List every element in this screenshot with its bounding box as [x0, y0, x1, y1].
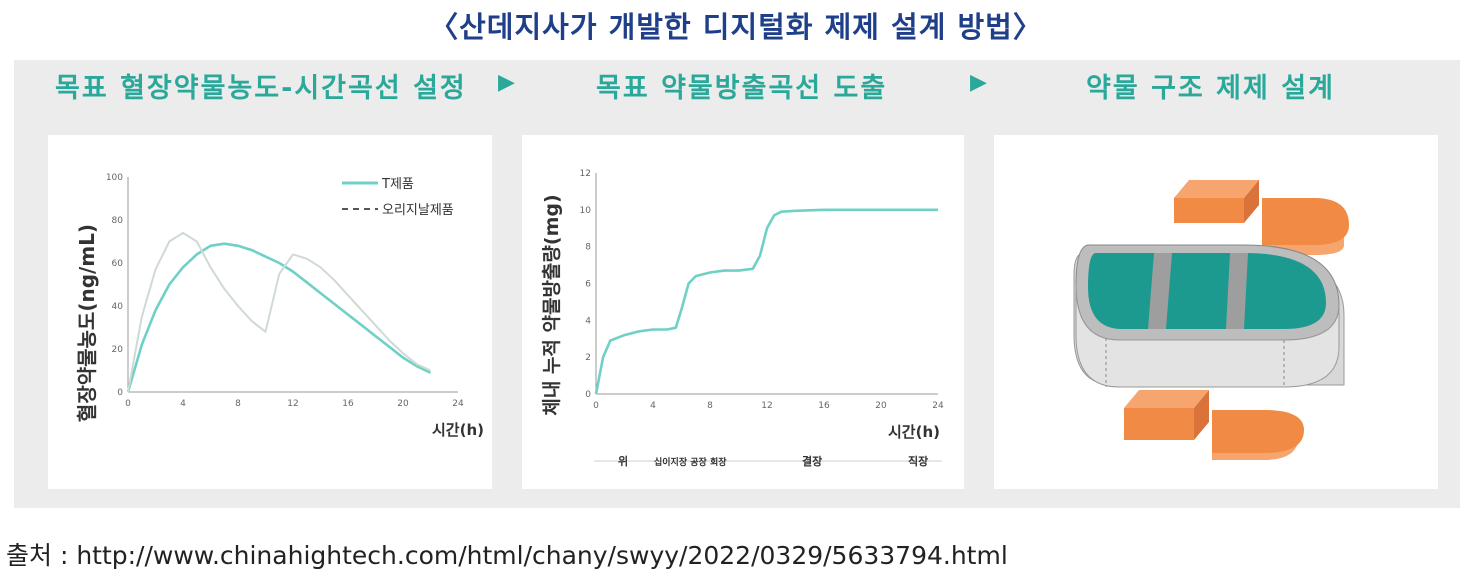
y-tick-label: 0: [117, 388, 123, 398]
stage-1-label: 목표 혈장약물농도-시간곡선 설정: [55, 73, 467, 104]
x-axis-label: 시간(h): [432, 421, 484, 439]
region-label: 십이지장 공장 회장: [654, 456, 727, 468]
legend-label: T제품: [381, 177, 414, 192]
series-line: [594, 208, 938, 395]
y-tick-label: 100: [106, 173, 123, 183]
legend-label: 오리지날제품: [382, 203, 454, 218]
region-label: 결장: [802, 454, 822, 468]
series-line: [127, 231, 431, 393]
orange-block-icon: [1174, 180, 1259, 223]
page-title: 〈산데지사가 개발한 디지털화 제제 설계 방법〉: [429, 10, 1043, 44]
y-tick-label: 10: [580, 206, 592, 216]
release-chart-panel: 0 4 8 12 16 20 24 0 2 4 6 8 10 12 체내 누적 약물방출량(mg) 시간(…: [522, 135, 964, 489]
stage-3-label: 약물 구조 제제 설계: [1086, 73, 1335, 104]
orange-rounded-block-icon: [1262, 198, 1349, 255]
stage-2-label: 목표 약물방출곡선 도출: [596, 73, 888, 104]
x-tick-label: 8: [235, 399, 241, 409]
formulation-3d-illustration: [1073, 180, 1349, 460]
source-citation: 출처 : http://www.chinahightech.com/html/c…: [6, 541, 1008, 570]
x-tick-label: 0: [593, 401, 599, 411]
x-tick-label: 12: [287, 399, 298, 409]
orange-rounded-block-icon: [1212, 410, 1304, 460]
orange-block-icon: [1124, 390, 1209, 440]
x-tick-label: 24: [452, 399, 464, 409]
y-tick-label: 2: [585, 353, 591, 363]
y-axis-label: 혈장약물농도(ng/mL): [75, 224, 99, 422]
chart-legend: T제품 오리지날제품: [342, 177, 454, 218]
y-tick-label: 6: [585, 280, 591, 290]
x-tick-label: 20: [397, 399, 409, 409]
y-tick-label: 60: [112, 259, 124, 269]
x-axis-label: 시간(h): [888, 423, 940, 441]
region-label: 직장: [908, 454, 928, 468]
x-tick-label: 8: [707, 401, 713, 411]
x-tick-label: 12: [761, 401, 772, 411]
y-axis-label: 체내 누적 약물방출량(mg): [541, 194, 563, 415]
stage-arrow-icon: ▶: [970, 70, 987, 95]
x-tick-label: 4: [650, 401, 656, 411]
x-tick-label: 4: [180, 399, 186, 409]
region-label: 위: [618, 455, 628, 468]
x-tick-label: 16: [818, 401, 830, 411]
formulation-design-panel: [994, 135, 1438, 489]
y-tick-label: 4: [585, 316, 591, 326]
y-tick-label: 0: [585, 390, 591, 400]
oval-capsule-container-icon: [1073, 244, 1345, 388]
x-tick-label: 24: [932, 401, 944, 411]
plasma-concentration-chart: 0 4 8 12 16 20 24 0 20 40 60 80 100 혈장약물농도(ng/mL) 시간…: [75, 173, 484, 439]
y-tick-label: 12: [580, 169, 591, 179]
stage-arrow-icon: ▶: [498, 70, 515, 95]
y-tick-label: 40: [112, 302, 124, 312]
x-tick-label: 0: [125, 399, 131, 409]
y-tick-label: 80: [112, 216, 124, 226]
region-legend: 위 십이지장 공장 회장 결장 직장: [594, 454, 942, 468]
x-tick-label: 20: [875, 401, 887, 411]
series-line: [126, 242, 432, 393]
y-tick-label: 8: [585, 243, 591, 253]
x-tick-label: 16: [342, 399, 354, 409]
y-tick-label: 20: [112, 345, 124, 355]
plasma-chart-panel: 0 4 8 12 16 20 24 0 20 40 60 80 100 혈장약물농도(ng/mL) 시간…: [48, 135, 492, 489]
